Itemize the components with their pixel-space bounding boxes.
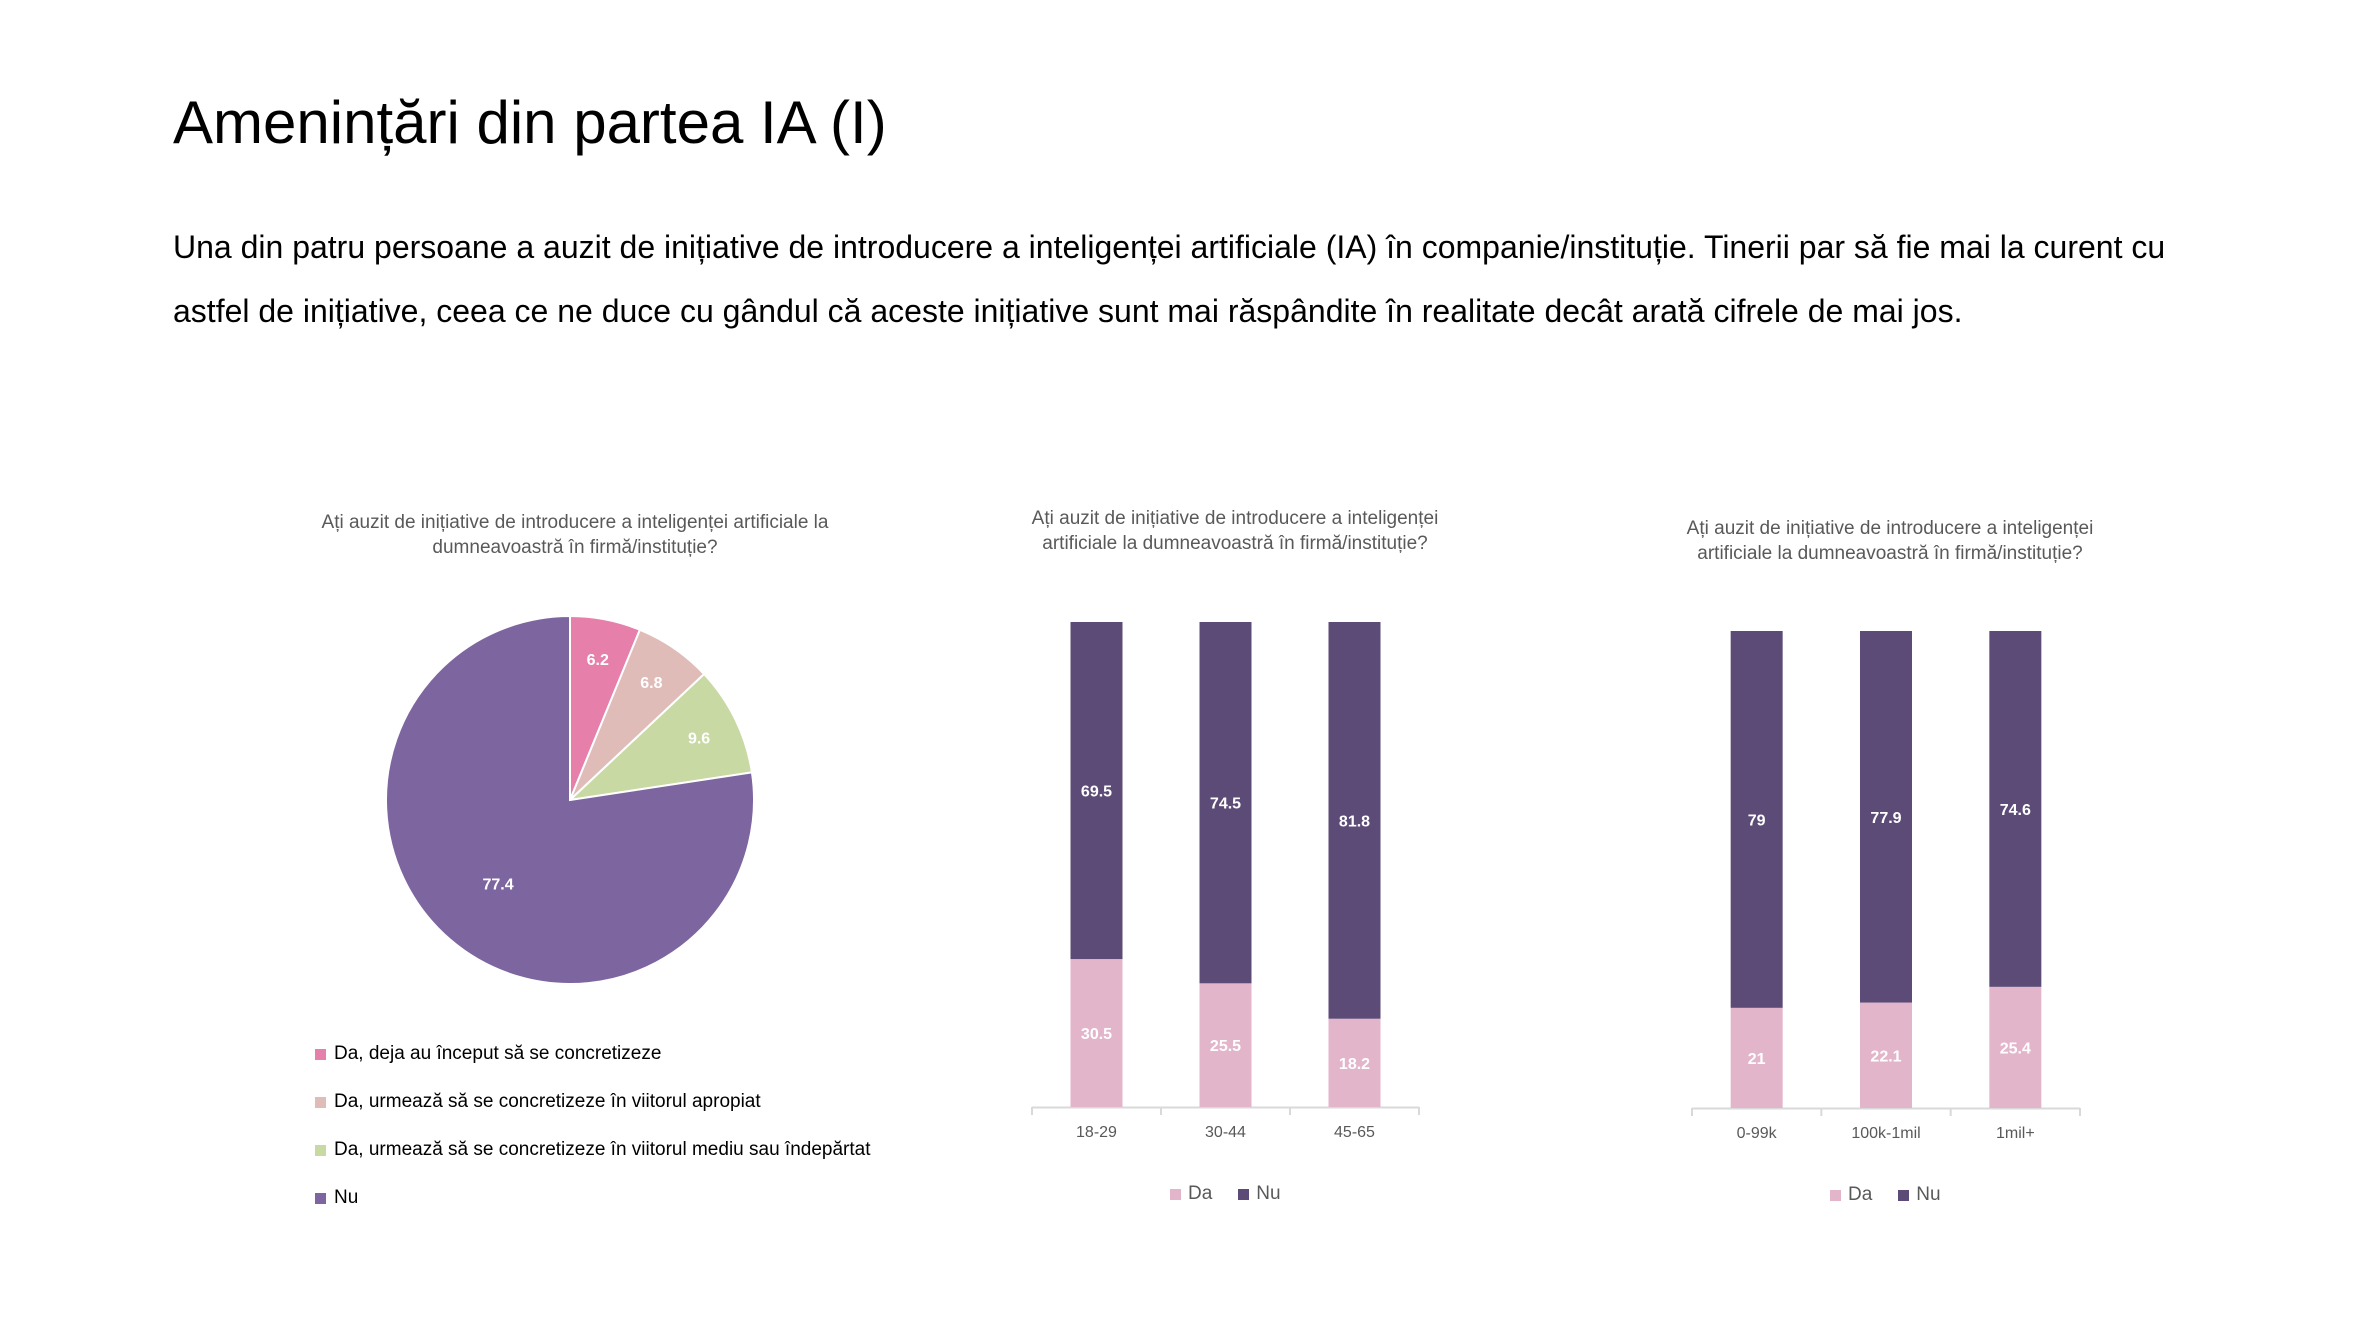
legend-item: Da, urmează să se concretizeze în viitor… — [315, 1126, 871, 1174]
pie-slice — [385, 614, 755, 985]
legend-swatch — [315, 1048, 326, 1060]
bar-data-label: 18.2 — [1339, 1056, 1370, 1073]
pie-data-label: 9.6 — [688, 730, 710, 747]
pie-chart-title: Ați auzit de inițiative de introducere a… — [321, 512, 829, 558]
x-tick-label: 0-99k — [1737, 1125, 1778, 1142]
legend-item: Nu — [315, 1174, 871, 1222]
slide-title: Amenințări din partea IA (I) — [173, 89, 887, 156]
bar-segment-nu — [1860, 631, 1912, 1003]
bar-data-label: 69.5 — [1081, 784, 1112, 801]
legend-item-nu: Nu — [1898, 1184, 1941, 1206]
legend-swatch — [315, 1144, 326, 1156]
legend-item-da: Da — [1170, 1183, 1212, 1205]
pie-slice — [566, 672, 754, 802]
bar-data-label: 74.5 — [1210, 796, 1241, 813]
legend-label: Nu — [1916, 1184, 1941, 1205]
legend-swatch — [1170, 1188, 1181, 1200]
bar-data-label: 30.5 — [1081, 1026, 1112, 1043]
age-chart-title: Ați auzit de inițiative de introducere a… — [1031, 508, 1439, 554]
legend-item-nu: Nu — [1238, 1183, 1281, 1205]
legend-item-da: Da — [1830, 1184, 1872, 1206]
bar-data-label: 77.9 — [1870, 810, 1901, 827]
bar-data-label: 79 — [1748, 812, 1766, 829]
legend-swatch — [315, 1096, 326, 1108]
slide-body-text: Una din patru persoane a auzit de iniția… — [173, 229, 2166, 329]
bar-segment-da — [1070, 959, 1123, 1107]
bar-segment-da — [1730, 1007, 1783, 1108]
bar-data-label: 21 — [1748, 1051, 1766, 1068]
pie-legend: Da, deja au început să se concretizeze D… — [315, 1030, 871, 1222]
x-tick-label: 1mil+ — [1996, 1125, 2035, 1142]
x-tick-label: 45-65 — [1334, 1124, 1375, 1141]
bar-data-label: 22.1 — [1870, 1048, 1901, 1065]
legend-label: Da, urmează să se concretizeze în viitor… — [334, 1139, 871, 1160]
bar-segment-nu — [1070, 622, 1123, 960]
legend-swatch — [1898, 1189, 1910, 1201]
age-bar-chart: 30.5 69.5 18-29 25.5 74.5 30-44 18.2 81.8 45-65 — [1031, 622, 1420, 1141]
legend-swatch — [315, 1192, 326, 1204]
pie-data-label: 6.8 — [640, 675, 662, 692]
legend-item: Da, deja au început să se concretizeze — [315, 1030, 871, 1078]
bar-segment-da — [1860, 1002, 1912, 1108]
legend-swatch — [1830, 1189, 1841, 1201]
legend-label: Nu — [334, 1187, 359, 1208]
bar-segment-nu — [1730, 631, 1783, 1008]
legend-label: Nu — [1256, 1183, 1281, 1204]
age-chart-legend: Da Nu — [1170, 1183, 1307, 1205]
bar-segment-da — [1328, 1018, 1381, 1107]
bar-data-label: 81.8 — [1339, 813, 1370, 830]
bar-segment-da — [1199, 983, 1252, 1107]
size-bar-chart: 21 79 0-99k 22.1 77.9 100k-1mil 25.4 74.6 1mil+ — [1691, 631, 2081, 1142]
bar-segment-nu — [1989, 631, 2042, 987]
x-tick-label: 30-44 — [1205, 1124, 1246, 1141]
bar-data-label: 74.6 — [2000, 802, 2031, 819]
size-chart-legend: Da Nu — [1830, 1184, 1967, 1206]
pie-data-label: 6.2 — [587, 652, 609, 669]
bar-segment-nu — [1328, 622, 1381, 1019]
legend-item: Da, urmează să se concretizeze în viitor… — [315, 1078, 871, 1126]
bar-data-label: 25.5 — [1210, 1038, 1241, 1055]
legend-label: Da — [1848, 1184, 1873, 1205]
size-chart-title: Ați auzit de inițiative de introducere a… — [1686, 518, 2094, 564]
legend-swatch — [1238, 1188, 1250, 1200]
bar-segment-da — [1989, 986, 2042, 1108]
legend-label: Da, deja au început să se concretizeze — [334, 1043, 662, 1064]
x-tick-label: 100k-1mil — [1851, 1125, 1920, 1142]
bar-data-label: 25.4 — [2000, 1040, 2031, 1057]
legend-label: Da — [1188, 1183, 1213, 1204]
legend-label: Da, urmează să se concretizeze în viitor… — [334, 1091, 761, 1112]
pie-data-label: 77.4 — [482, 877, 513, 894]
bar-segment-nu — [1199, 622, 1252, 984]
pie-chart: 6.2 6.8 9.6 77.4 — [385, 614, 755, 985]
x-tick-label: 18-29 — [1076, 1124, 1117, 1141]
